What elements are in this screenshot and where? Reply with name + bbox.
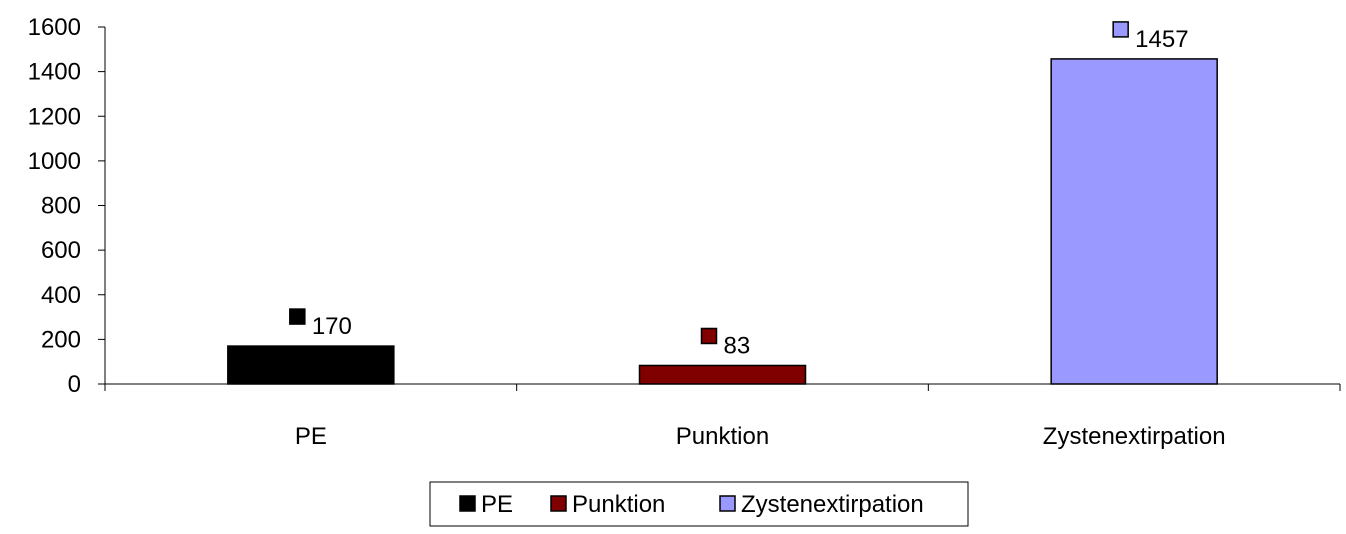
bar xyxy=(227,345,395,385)
x-tick-label: PE xyxy=(295,423,327,450)
legend-swatch xyxy=(719,495,736,512)
x-tick-label: Zystenextirpation xyxy=(1043,423,1226,450)
data-labels: 170 83 1457 xyxy=(289,21,1189,359)
legend-label: Zystenextirpation xyxy=(741,491,924,518)
y-tick-label: 1200 xyxy=(28,103,81,130)
legend-swatch xyxy=(459,495,476,512)
data-label: 83 xyxy=(724,332,751,359)
y-tick-label: 800 xyxy=(41,193,81,220)
legend: PE Punktion Zystenextirpation xyxy=(429,481,969,527)
legend-label: PE xyxy=(481,491,513,518)
y-axis: 0 200 400 600 800 1000 1200 1400 1600 xyxy=(28,14,106,398)
y-tick-label: 1400 xyxy=(28,59,81,86)
x-axis: PE Punktion Zystenextirpation xyxy=(104,383,1341,450)
bar xyxy=(638,364,807,385)
data-label: 1457 xyxy=(1135,26,1188,53)
y-tick-label: 400 xyxy=(41,282,81,309)
legend-box xyxy=(429,481,969,527)
y-tick-label: 600 xyxy=(41,237,81,264)
y-tick-label: 1000 xyxy=(28,148,81,175)
bar xyxy=(1050,58,1218,385)
y-tick-label: 1600 xyxy=(28,14,81,41)
bars xyxy=(227,58,1218,385)
x-tick-label: Punktion xyxy=(676,423,769,450)
legend-label: Punktion xyxy=(572,491,665,518)
y-tick-label: 200 xyxy=(41,326,81,353)
legend-swatch xyxy=(550,495,567,512)
data-label-key xyxy=(1112,21,1129,38)
data-label-key xyxy=(700,327,718,345)
data-label: 170 xyxy=(312,313,352,340)
data-label-key xyxy=(289,308,306,325)
y-tick-label: 0 xyxy=(68,371,81,398)
